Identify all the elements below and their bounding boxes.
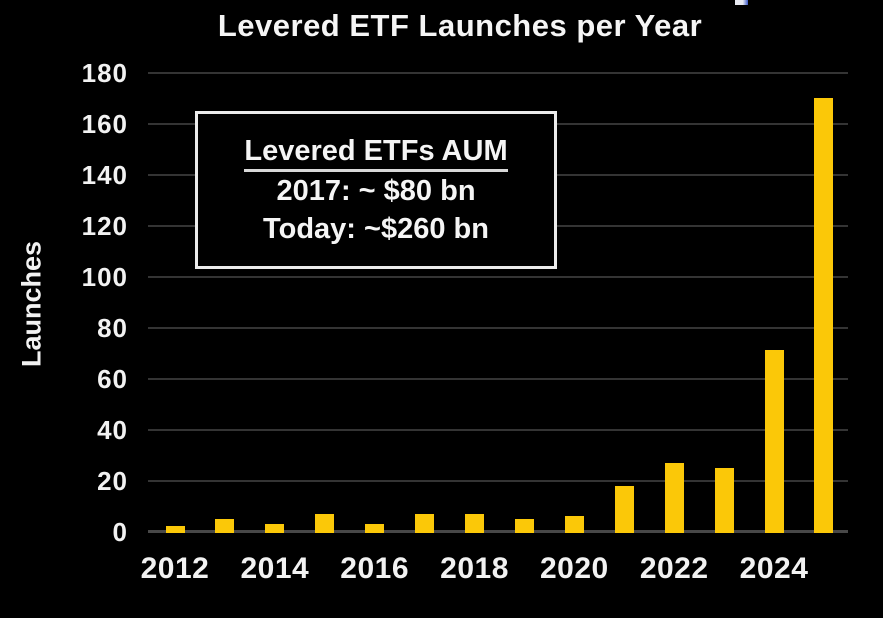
- bar-2013: [215, 518, 235, 533]
- y-tick-label-60: 60: [97, 363, 128, 394]
- annotation-line-2017: 2017: ~ $80 bn: [276, 175, 476, 207]
- gridline-40: [148, 428, 848, 431]
- bar-2019: [514, 518, 534, 533]
- y-tick-label-120: 120: [81, 210, 128, 241]
- bar-2018: [465, 513, 485, 533]
- bar-2020: [564, 516, 584, 533]
- annotation-box: Levered ETFs AUM 2017: ~ $80 bn Today: ~…: [195, 111, 557, 269]
- y-tick-label-180: 180: [81, 57, 128, 88]
- y-tick-label-100: 100: [81, 261, 128, 292]
- y-tick-label-80: 80: [97, 312, 128, 343]
- y-tick-label-0: 0: [112, 516, 128, 547]
- annotation-heading: Levered ETFs AUM: [244, 134, 508, 172]
- bar-2012: [165, 526, 185, 533]
- bar-2024: [764, 350, 784, 533]
- gridline-80: [148, 326, 848, 329]
- annotation-line-today: Today: ~$260 bn: [263, 213, 489, 245]
- x-tick-label-2018: 2018: [440, 552, 509, 585]
- y-tick-label-20: 20: [97, 465, 128, 496]
- chart-title: Levered ETF Launches per Year: [217, 8, 703, 43]
- bar-2017: [415, 513, 435, 533]
- bar-2016: [365, 523, 385, 533]
- bar-2014: [265, 523, 285, 533]
- x-tick-label-2012: 2012: [140, 552, 210, 585]
- gridline-60: [148, 377, 848, 380]
- y-tick-label-140: 140: [81, 159, 128, 190]
- gridline-180: [148, 71, 848, 74]
- bar-2022: [664, 462, 684, 533]
- x-axis-line: [148, 530, 848, 533]
- y-tick-label-40: 40: [97, 414, 128, 445]
- bar-2015: [315, 513, 335, 533]
- x-tick-label-2014: 2014: [240, 552, 310, 585]
- bar-2025: [814, 98, 834, 533]
- gridline-100: [148, 275, 848, 278]
- y-tick-label-160: 160: [81, 108, 128, 139]
- x-tick-label-2020: 2020: [539, 552, 609, 585]
- gridline-20: [148, 479, 848, 482]
- x-tick-label-2016: 2016: [340, 552, 410, 585]
- bar-2021: [614, 485, 634, 533]
- cropped-logo-fragment: [735, 0, 748, 5]
- y-axis-title: Launches: [16, 240, 47, 368]
- x-tick-label-2024: 2024: [739, 552, 809, 585]
- x-tick-label-2022: 2022: [639, 552, 709, 585]
- bar-2023: [714, 467, 734, 533]
